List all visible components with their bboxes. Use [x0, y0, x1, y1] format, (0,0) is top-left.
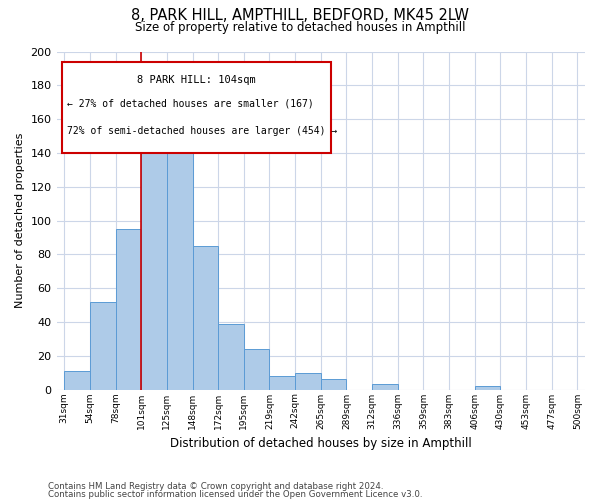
Text: Contains public sector information licensed under the Open Government Licence v3: Contains public sector information licen… — [48, 490, 422, 499]
Y-axis label: Number of detached properties: Number of detached properties — [15, 133, 25, 308]
Bar — [218, 324, 244, 390]
Bar — [167, 148, 193, 390]
Bar — [244, 349, 269, 390]
Bar — [90, 302, 116, 390]
Text: ← 27% of detached houses are smaller (167): ← 27% of detached houses are smaller (16… — [67, 99, 314, 109]
Text: 8, PARK HILL, AMPTHILL, BEDFORD, MK45 2LW: 8, PARK HILL, AMPTHILL, BEDFORD, MK45 2L… — [131, 8, 469, 22]
FancyBboxPatch shape — [62, 62, 331, 153]
Bar — [193, 246, 218, 390]
Text: Contains HM Land Registry data © Crown copyright and database right 2024.: Contains HM Land Registry data © Crown c… — [48, 482, 383, 491]
Text: 8 PARK HILL: 104sqm: 8 PARK HILL: 104sqm — [137, 75, 256, 85]
Bar — [372, 384, 398, 390]
Bar — [295, 372, 321, 390]
X-axis label: Distribution of detached houses by size in Ampthill: Distribution of detached houses by size … — [170, 437, 472, 450]
Text: Size of property relative to detached houses in Ampthill: Size of property relative to detached ho… — [135, 21, 465, 34]
Bar — [64, 371, 90, 390]
Bar — [475, 386, 500, 390]
Bar — [116, 229, 141, 390]
Bar — [269, 376, 295, 390]
Text: 72% of semi-detached houses are larger (454) →: 72% of semi-detached houses are larger (… — [67, 126, 337, 136]
Bar — [321, 380, 346, 390]
Bar — [141, 124, 167, 390]
